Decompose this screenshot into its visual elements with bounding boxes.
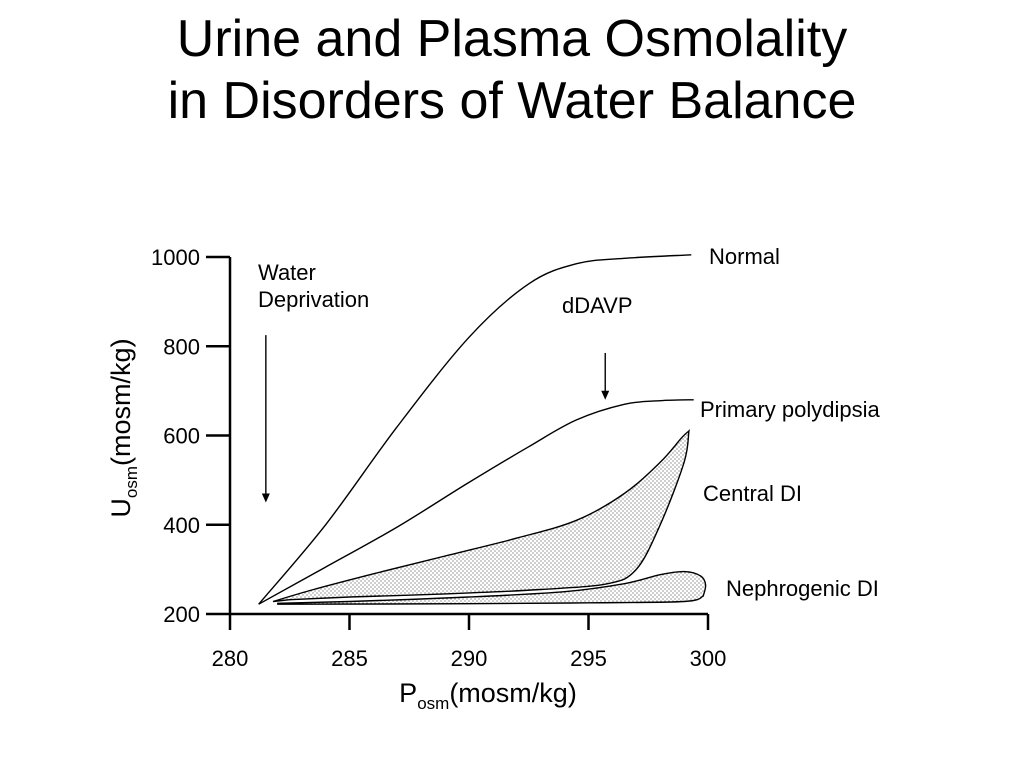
series-layer (258, 254, 707, 605)
x-tick-label: 285 (331, 646, 368, 671)
x-tick-label: 280 (212, 646, 249, 671)
y-axis-title: Uosm(mosm/kg) (106, 338, 141, 517)
series-band-nephrogenic-di (277, 570, 707, 605)
annotation-arrow-head (601, 390, 610, 400)
curve-label-nephrogenic-di: Nephrogenic DI (726, 576, 879, 601)
curve-label-primary-polydipsia: Primary polydipsia (700, 397, 880, 422)
axes: 280 285 290 295 3002004006008001000Posm(mosm… (106, 245, 726, 713)
labels-layer: Normal Primary polydipsia Central DI Nephro… (700, 244, 880, 601)
title-line-1: Urine and Plasma Osmolality (176, 10, 848, 68)
y-axis-title-sub: osm (122, 466, 141, 498)
annotation-arrow-head (261, 493, 270, 503)
title-line-2: in Disorders of Water Balance (167, 72, 857, 130)
y-tick-label: 200 (163, 602, 200, 627)
y-tick-label: 1000 (151, 245, 200, 270)
annotation-text: dDAVP (562, 293, 633, 318)
y-tick-label: 400 (163, 513, 200, 538)
x-axis-title-unit: (mosm/kg) (449, 678, 577, 708)
x-axis-title-sub: osm (417, 694, 449, 713)
series-band-central-di (272, 428, 690, 603)
x-axis-title-main: P (399, 678, 417, 708)
x-tick-label: 300 (690, 646, 727, 671)
x-axis-title: Posm(mosm/kg) (399, 678, 577, 713)
x-tick-label: 295 (570, 646, 607, 671)
annotation-text: Deprivation (258, 287, 369, 312)
y-tick-label: 600 (163, 424, 200, 449)
y-tick-label: 800 (163, 334, 200, 359)
curve-label-normal: Normal (709, 244, 780, 269)
curve-label-central-di: Central DI (703, 481, 802, 506)
page-title: Urine and Plasma Osmolality in Disorders… (0, 8, 1024, 132)
annotation-text: Water (258, 260, 316, 285)
x-tick-label: 290 (451, 646, 488, 671)
series-line-normal (258, 254, 692, 605)
y-axis-title-main: U (106, 498, 136, 518)
series-line-primary-polydipsia (258, 399, 694, 605)
annotation-2: dDAVP (562, 293, 633, 400)
y-axis-title-unit: (mosm/kg) (106, 338, 136, 466)
